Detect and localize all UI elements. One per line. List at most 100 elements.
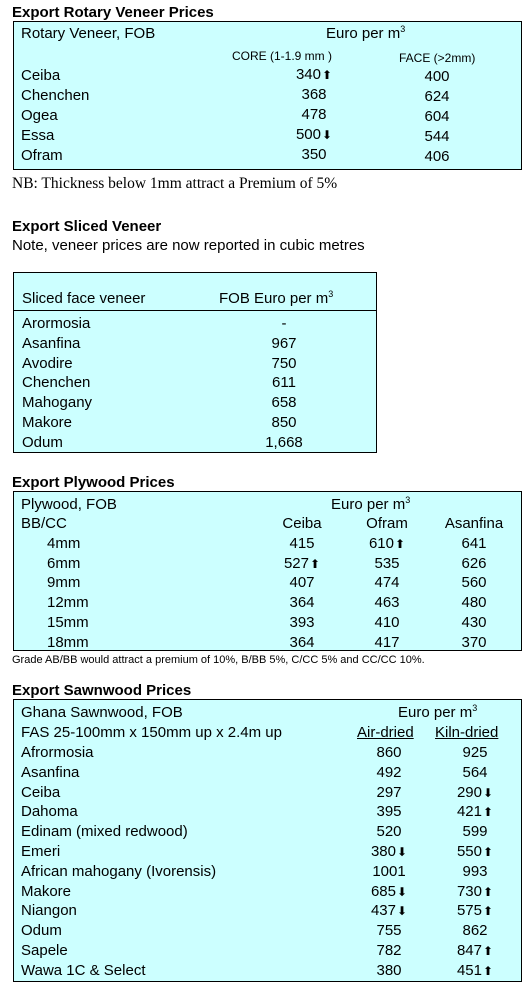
sawn-row-name: Makore [21,882,72,900]
sawn-row-air: 860 [376,744,402,761]
rotary-row-name: Chenchen [21,87,90,104]
sawn-row-kiln: 847⬆ [456,942,494,959]
sawn-row-kiln: 451⬆ [456,961,494,979]
sawn-row-kiln: 564 [462,763,488,781]
sliced-row-name: Chenchen [22,374,91,392]
sawn-row-name: Dahoma [21,803,78,821]
sawn-unit: Euro per m3 [398,703,478,722]
sawn-row-air: 1001 [372,862,406,880]
rotary-unit: Euro per m3 [326,24,406,43]
plywood-col-ceiba: Ceiba [282,515,322,532]
sliced-row-name: Arormosia [22,315,91,332]
sawn-row-kiln: 862 [462,922,488,940]
rotary-label: Rotary Veneer, FOB [21,25,156,42]
up-arrow-icon: ⬆ [482,845,494,859]
up-arrow-icon: ⬆ [482,805,494,820]
sawn-row-air: 380 [376,961,402,979]
down-arrow-icon: ⬇ [321,128,333,142]
plywood-row-size: 15mm [47,613,89,631]
plywood-row-value: 463 [374,594,400,612]
sawn-row-kiln: 599 [462,823,488,841]
plywood-row-size: 12mm [47,594,89,612]
plywood-row-size: 18mm [47,633,89,651]
sawn-row-air: 492 [376,763,402,781]
sliced-row-name: Odum [22,433,63,451]
sawn-row-air: 520 [376,823,402,841]
sawn-row-name: Asanfina [21,763,80,781]
sawn-row-kiln: 550⬆ [456,843,494,860]
down-arrow-icon: ⬇ [482,785,494,800]
sawn-row-air: 297 [376,783,402,801]
rotary-table: Rotary Veneer, FOB Euro per m3 CORE (1-1… [13,21,522,170]
plywood-row-value: 364 [289,594,315,612]
sawn-row-air: 782 [376,942,402,959]
sawn-row-kiln: 730⬆ [456,882,494,900]
sawn-label: Ghana Sawnwood, FOB [21,704,183,721]
sawn-row-air: 437⬇ [370,902,408,920]
sawn-row-name: Wawa 1C & Select [21,961,146,979]
sliced-divider [14,310,376,311]
up-arrow-icon: ⬆ [321,68,333,82]
rotary-row-face: 400 [424,68,450,85]
plywood-grade-label: BB/CC [21,515,67,532]
plywood-label: Plywood, FOB [21,496,117,513]
sawn-row-air: 380⬇ [370,843,408,860]
sawn-row-name: Edinam (mixed redwood) [21,823,188,841]
plywood-row-value: 393 [289,613,315,631]
up-arrow-icon: ⬆ [309,556,321,571]
rotary-note: NB: Thickness below 1mm attract a Premiu… [12,175,338,192]
sliced-row-price: 967 [271,334,297,352]
plywood-row-value: 364 [289,633,315,651]
plywood-row-value: 410 [374,613,400,631]
plywood-table: Plywood, FOB Euro per m3 BB/CC Ceiba Ofr… [13,491,522,651]
plywood-unit: Euro per m3 [331,495,411,514]
sliced-row-price: - [281,315,287,332]
plywood-row-value: 474 [374,574,400,592]
rotary-row-face: 624 [424,88,450,105]
sliced-row-name: Mahogany [22,394,93,412]
sawn-row-name: African mahogany (Ivorensis) [21,862,217,880]
sliced-row-price: 750 [271,354,297,372]
sawn-row-name: Ceiba [21,783,61,801]
sawn-row-name: Emeri [21,843,61,860]
sliced-row-price: 1,668 [265,433,303,451]
sliced-row-price: 611 [272,374,296,392]
sliced-table: Sliced face veneer FOB Euro per m3 Arorm… [13,272,377,453]
plywood-row-value: 535 [374,554,400,572]
plywood-row-value: 415 [289,535,315,552]
rotary-row-core: 478 [301,106,327,123]
sawn-row-name: Odum [21,922,62,940]
up-arrow-icon: ⬆ [482,963,494,978]
sawn-row-kiln: 925 [462,744,488,761]
up-arrow-icon: ⬆ [482,904,494,919]
plywood-row-value: 626 [461,554,487,572]
rotary-row-core: 368 [301,86,327,103]
plywood-row-value: 407 [289,574,315,592]
sliced-row-price: 850 [271,414,297,431]
down-arrow-icon: ⬇ [396,845,408,859]
sawn-table: Ghana Sawnwood, FOB Euro per m3 FAS 25-1… [13,699,522,982]
rotary-row-core: 350 [301,146,327,163]
down-arrow-icon: ⬇ [396,884,408,899]
sawn-row-air: 755 [376,922,402,940]
sawn-row-kiln: 575⬆ [456,902,494,920]
plywood-row-value: 480 [461,594,487,612]
sawn-heading: Export Sawnwood Prices [12,682,192,699]
sliced-row-name: Asanfina [22,334,81,352]
sliced-subnote: Note, veneer prices are now reported in … [12,237,365,254]
sliced-unit: FOB Euro per m3 [219,289,334,308]
plywood-row-size: 9mm [47,574,81,592]
rotary-row-core: 340⬆ [295,66,333,83]
up-arrow-icon: ⬆ [394,537,406,551]
rotary-row-face: 406 [424,148,450,165]
up-arrow-icon: ⬆ [482,944,494,958]
plywood-row-size: 6mm [47,554,81,572]
rotary-row-name: Ceiba [21,67,61,84]
sliced-row-price: 658 [271,394,297,412]
plywood-row-value: 430 [461,613,487,631]
up-arrow-icon: ⬆ [482,884,494,899]
plywood-row-size: 4mm [47,535,81,552]
down-arrow-icon: ⬇ [396,904,408,919]
sliced-row-name: Avodire [22,354,73,372]
plywood-row-value: 610⬆ [368,535,406,552]
